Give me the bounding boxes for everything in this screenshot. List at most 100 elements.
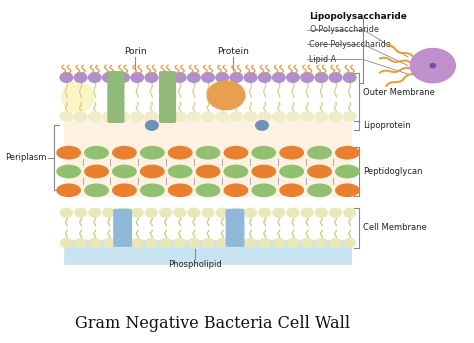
Ellipse shape <box>336 184 359 197</box>
Circle shape <box>301 73 313 82</box>
Ellipse shape <box>252 165 275 178</box>
Circle shape <box>287 73 299 82</box>
FancyBboxPatch shape <box>107 71 124 123</box>
Circle shape <box>102 112 115 121</box>
Circle shape <box>103 208 115 217</box>
Circle shape <box>103 239 115 248</box>
Circle shape <box>343 73 356 82</box>
Circle shape <box>188 73 200 82</box>
Circle shape <box>344 208 356 217</box>
Circle shape <box>74 112 87 121</box>
Circle shape <box>145 73 158 82</box>
Circle shape <box>60 112 73 121</box>
Circle shape <box>188 112 200 121</box>
Circle shape <box>131 208 143 217</box>
Circle shape <box>61 208 72 217</box>
Text: Core Polysaccharide: Core Polysaccharide <box>309 40 391 49</box>
Circle shape <box>410 48 456 83</box>
Circle shape <box>174 208 185 217</box>
Ellipse shape <box>224 184 247 197</box>
Ellipse shape <box>85 146 108 159</box>
Circle shape <box>315 73 328 82</box>
Ellipse shape <box>85 165 108 178</box>
Circle shape <box>273 112 285 121</box>
Circle shape <box>207 81 245 110</box>
Ellipse shape <box>196 165 220 178</box>
Circle shape <box>245 208 256 217</box>
Text: Lipid A: Lipid A <box>309 55 337 64</box>
Circle shape <box>117 112 129 121</box>
Circle shape <box>255 121 268 130</box>
Circle shape <box>117 73 129 82</box>
Circle shape <box>89 208 100 217</box>
Circle shape <box>287 239 299 248</box>
Circle shape <box>301 239 313 248</box>
Ellipse shape <box>141 184 164 197</box>
Circle shape <box>102 73 115 82</box>
Circle shape <box>258 73 271 82</box>
Text: Periplasm: Periplasm <box>5 153 46 162</box>
Circle shape <box>160 208 172 217</box>
Text: O-Polysaccharide: O-Polysaccharide <box>309 25 379 34</box>
Circle shape <box>273 239 285 248</box>
Circle shape <box>315 112 328 121</box>
Circle shape <box>173 112 186 121</box>
Ellipse shape <box>113 184 136 197</box>
Ellipse shape <box>224 146 247 159</box>
Circle shape <box>202 208 214 217</box>
Circle shape <box>188 208 200 217</box>
Circle shape <box>89 73 101 82</box>
Circle shape <box>230 73 243 82</box>
Circle shape <box>216 239 228 248</box>
Circle shape <box>74 73 87 82</box>
Ellipse shape <box>168 146 192 159</box>
FancyBboxPatch shape <box>64 117 352 197</box>
Circle shape <box>131 239 143 248</box>
Ellipse shape <box>196 184 220 197</box>
Circle shape <box>202 239 214 248</box>
Circle shape <box>344 239 356 248</box>
Circle shape <box>316 239 327 248</box>
Bar <box>64 262 352 265</box>
Circle shape <box>430 63 436 68</box>
Ellipse shape <box>224 165 247 178</box>
Text: Protein: Protein <box>217 47 249 56</box>
Circle shape <box>60 73 73 82</box>
Circle shape <box>301 208 313 217</box>
Circle shape <box>329 208 341 217</box>
Circle shape <box>216 208 228 217</box>
Circle shape <box>329 73 342 82</box>
Ellipse shape <box>336 146 359 159</box>
Circle shape <box>188 239 200 248</box>
Circle shape <box>131 73 144 82</box>
Ellipse shape <box>57 184 81 197</box>
Circle shape <box>329 239 341 248</box>
Circle shape <box>245 239 256 248</box>
Circle shape <box>230 239 242 248</box>
Ellipse shape <box>252 146 275 159</box>
Circle shape <box>258 112 271 121</box>
Circle shape <box>75 208 86 217</box>
Circle shape <box>159 112 172 121</box>
Ellipse shape <box>308 146 331 159</box>
Ellipse shape <box>57 165 81 178</box>
Circle shape <box>160 239 172 248</box>
Circle shape <box>259 239 271 248</box>
Circle shape <box>287 112 299 121</box>
Ellipse shape <box>141 146 164 159</box>
Ellipse shape <box>113 146 136 159</box>
Text: Gram Negative Bacteria Cell Wall: Gram Negative Bacteria Cell Wall <box>75 315 350 332</box>
Ellipse shape <box>113 165 136 178</box>
Text: Lipopolysaccharide: Lipopolysaccharide <box>309 12 407 21</box>
Text: Lipoprotein: Lipoprotein <box>363 121 411 130</box>
Text: Cell Membrane: Cell Membrane <box>363 223 427 232</box>
Ellipse shape <box>168 184 192 197</box>
Circle shape <box>244 112 257 121</box>
Circle shape <box>273 208 285 217</box>
Ellipse shape <box>85 184 108 197</box>
Ellipse shape <box>62 82 93 113</box>
Text: Peptidoglycan: Peptidoglycan <box>363 167 423 176</box>
Circle shape <box>174 239 185 248</box>
Circle shape <box>117 208 129 217</box>
Circle shape <box>173 73 186 82</box>
